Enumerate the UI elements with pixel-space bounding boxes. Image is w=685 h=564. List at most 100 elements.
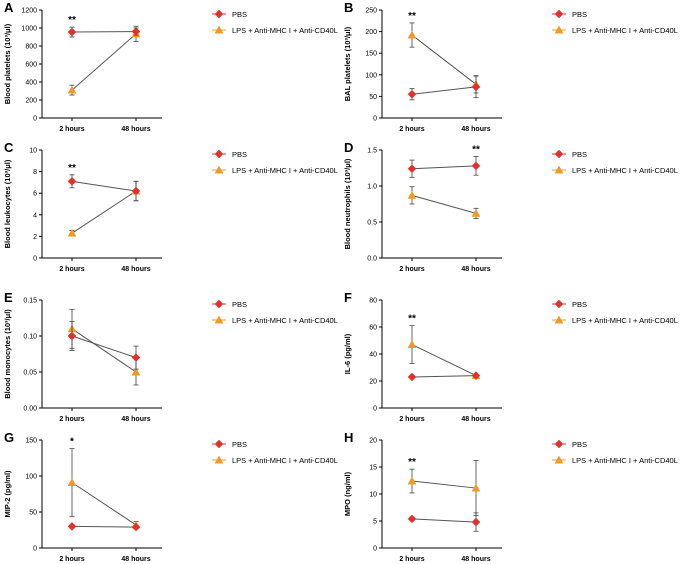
x-tick-label: 48 hours [461, 416, 490, 423]
y-tick-label: 0 [373, 546, 377, 553]
y-tick-label: 0 [373, 406, 377, 413]
legend-marker-lps [214, 315, 224, 324]
y-tick-label: 800 [25, 44, 37, 51]
data-point-lps [407, 340, 417, 348]
legend-label: LPS + Anti-MHC I + Anti-CD40L [572, 166, 678, 175]
y-axis-label: Blood monocytes (10³/μl) [3, 309, 12, 399]
legend-marker-lps [214, 165, 224, 174]
y-tick-label: 0.00 [23, 406, 37, 413]
legend-label: PBS [572, 300, 587, 309]
y-tick-label: 2 [33, 234, 37, 241]
significance-marker: ** [68, 163, 76, 174]
data-point-lps [67, 477, 77, 486]
significance-marker: ** [408, 314, 416, 325]
legend-marker-pbs [554, 439, 564, 449]
data-point-pbs [131, 27, 141, 36]
y-tick-label: 100 [25, 474, 37, 481]
data-point-pbs [67, 331, 77, 341]
data-point-pbs [131, 353, 141, 362]
legend-marker-lps [554, 165, 564, 174]
data-point-pbs [407, 164, 417, 174]
y-axis-label: MPO (ng/ml) [343, 471, 352, 516]
y-tick-label: 0.0 [367, 256, 377, 263]
series-line [71, 482, 137, 526]
data-point-pbs [131, 522, 141, 532]
y-tick-label: 4 [33, 212, 37, 219]
data-point-pbs [67, 176, 77, 186]
data-point-lps [131, 367, 141, 376]
legend-label: PBS [572, 440, 587, 449]
series-line [411, 86, 477, 95]
legend-marker-lps [554, 25, 564, 34]
chart-panel-a: A 0 200 400 600 800 1000 1200 2 hours 48 hours Blo… [3, 0, 338, 133]
chart-panel-e: E 0.00 0.05 0.10 0.15 2 hours 48 hours Blood mo… [3, 290, 338, 423]
panel-label: E [4, 290, 13, 305]
x-tick-label: 48 hours [461, 126, 490, 133]
legend-label: LPS + Anti-MHC I + Anti-CD40L [232, 166, 338, 175]
y-tick-label: 40 [369, 352, 377, 359]
y-tick-label: 0 [33, 546, 37, 553]
series-line [71, 190, 137, 234]
series-line [411, 518, 477, 523]
series-line [71, 180, 137, 192]
y-tick-label: 8 [33, 169, 37, 176]
y-axis-label: Blood platelets (10³/μl) [3, 23, 12, 104]
series-line [411, 480, 477, 489]
panel-label: D [344, 140, 353, 155]
chart-panel-f: F 0 20 40 60 80 2 hours 48 hours IL-6 (pg/ml) ** P… [343, 290, 678, 423]
y-tick-label: 50 [29, 510, 37, 517]
y-tick-label: 600 [25, 62, 37, 69]
data-point-lps [471, 208, 481, 217]
y-axis-label: MIP-2 (pg/ml) [3, 470, 12, 518]
x-tick-label: 48 hours [461, 266, 490, 273]
x-tick-label: 2 hours [399, 556, 424, 563]
y-tick-label: 1.0 [367, 184, 377, 191]
y-tick-label: 200 [365, 29, 377, 36]
series-line [411, 194, 477, 214]
chart-panel-c: C 0 2 4 6 8 10 2 hours 48 hours Blood leukocytes … [3, 140, 338, 273]
legend-marker-pbs [554, 299, 564, 309]
legend-label: PBS [572, 150, 587, 159]
y-tick-label: 1200 [21, 8, 37, 15]
legend-marker-pbs [214, 9, 224, 19]
significance-marker: ** [408, 11, 416, 22]
series-line [411, 375, 477, 378]
x-tick-label: 2 hours [59, 556, 84, 563]
legend-label: PBS [572, 10, 587, 19]
data-point-lps [407, 476, 417, 485]
y-axis-label: Blood neutrophils (10³/μl) [343, 158, 352, 249]
chart-panel-g: G 0 50 100 150 2 hours 48 hours MIP-2 (pg/ml) * P… [3, 430, 338, 563]
legend-marker-lps [554, 315, 564, 324]
y-tick-label: 0.5 [367, 220, 377, 227]
y-axis-label: IL-6 (pg/ml) [343, 333, 352, 374]
legend-label: PBS [232, 440, 247, 449]
y-tick-label: 1000 [21, 26, 37, 33]
legend-marker-pbs [214, 149, 224, 159]
y-tick-label: 50 [369, 94, 377, 101]
y-tick-label: 10 [369, 492, 377, 499]
series-line [71, 328, 137, 373]
panel-label: G [4, 430, 14, 445]
chart-panel-d: D 0.0 0.5 1.0 1.5 2 hours 48 hours Blood neutro… [343, 140, 678, 273]
x-tick-label: 2 hours [399, 266, 424, 273]
data-point-pbs [407, 372, 417, 382]
data-point-pbs [471, 371, 481, 380]
data-point-pbs [471, 161, 481, 171]
x-tick-label: 48 hours [121, 266, 150, 273]
significance-marker: ** [408, 457, 416, 468]
legend-marker-lps [214, 25, 224, 34]
y-tick-label: 100 [365, 72, 377, 79]
data-point-pbs [407, 89, 417, 99]
series-line [71, 335, 137, 359]
chart-panel-h: H 0 5 10 15 20 2 hours 48 hours MPO (ng/ml) ** PBS… [343, 430, 678, 563]
x-tick-label: 48 hours [121, 126, 150, 133]
y-tick-label: 200 [25, 98, 37, 105]
legend-marker-lps [214, 455, 224, 464]
legend-label: LPS + Anti-MHC I + Anti-CD40L [572, 316, 678, 325]
significance-marker: ** [472, 144, 480, 155]
data-point-pbs [471, 517, 481, 527]
legend-marker-lps [554, 455, 564, 464]
x-tick-label: 2 hours [59, 126, 84, 133]
legend-marker-pbs [214, 299, 224, 309]
